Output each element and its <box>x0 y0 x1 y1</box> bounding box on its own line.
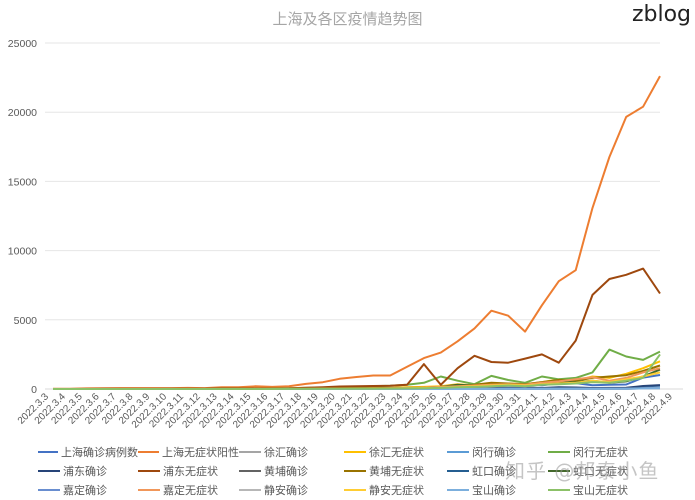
line-chart: 0 5000 10000 15000 20000 25000 2022.3.32022.3… <box>8 38 683 431</box>
legend-item: 嘉定确诊 <box>38 482 138 498</box>
legend-label: 上海无症状阳性 <box>162 446 239 459</box>
watermark: 知乎 @邦泰小鱼 <box>505 459 660 483</box>
legend-item: 宝山确诊 <box>447 482 548 498</box>
x-axis-labels: 2022.3.32022.3.42022.3.52022.3.62022.3.7… <box>16 391 675 431</box>
legend-item: 嘉定无症状 <box>138 482 239 498</box>
legend-swatch-icon <box>548 451 570 453</box>
legend-item: 徐汇无症状 <box>344 444 447 460</box>
y-tick-label: 0 <box>31 384 37 396</box>
legend-item: 徐汇确诊 <box>239 444 344 460</box>
legend-label: 闵行无症状 <box>573 446 628 459</box>
legend-label: 浦东无症状 <box>163 465 218 478</box>
y-tick-label: 10000 <box>8 246 37 258</box>
legend-label: 浦东确诊 <box>63 465 107 478</box>
legend-item: 浦东确诊 <box>38 463 138 479</box>
series-line <box>53 353 661 390</box>
gridlines <box>45 42 683 390</box>
legend-item: 上海无症状阳性 <box>138 444 239 460</box>
legend-label: 徐汇确诊 <box>264 446 308 459</box>
legend-swatch-icon <box>548 470 570 472</box>
y-tick-label: 5000 <box>14 315 38 327</box>
legend-item: 静安确诊 <box>239 482 344 498</box>
legend-label: 嘉定无症状 <box>163 484 218 497</box>
legend-item: 上海确诊病例数 <box>38 444 138 460</box>
legend-swatch-icon <box>138 470 160 472</box>
legend-item: 宝山无症状 <box>548 482 648 498</box>
legend-swatch-icon <box>239 470 261 472</box>
chart-title: 上海及各区疫情趋势图 <box>272 10 423 28</box>
y-tick-label: 25000 <box>8 38 37 50</box>
y-axis-labels: 0 5000 10000 15000 20000 25000 <box>8 38 37 396</box>
legend-label: 静安确诊 <box>264 484 308 497</box>
legend-swatch-icon <box>38 470 60 472</box>
legend-item: 虹口无症状 <box>548 463 648 479</box>
legend-swatch-icon <box>239 489 261 491</box>
legend-label: 徐汇无症状 <box>369 446 424 459</box>
legend-item: 黄埔确诊 <box>239 463 344 479</box>
legend-label: 闵行确诊 <box>472 446 516 459</box>
legend-label: 宝山无症状 <box>573 484 628 497</box>
legend-label: 静安无症状 <box>369 484 424 497</box>
y-tick-label: 15000 <box>8 176 37 188</box>
legend-item: 虹口确诊 <box>447 463 548 479</box>
y-tick-label: 20000 <box>8 107 37 119</box>
legend: 上海确诊病例数 上海无症状阳性 徐汇确诊 徐汇无症状 闵行确诊 闵行无症状浦东确诊 浦东无症… <box>38 444 678 498</box>
legend-item: 黄埔无症状 <box>344 463 447 479</box>
legend-item: 浦东无症状 <box>138 463 239 479</box>
legend-swatch-icon <box>344 489 366 491</box>
legend-swatch-icon <box>447 489 469 491</box>
legend-swatch-icon <box>548 489 570 491</box>
brand-logo: zblog <box>631 2 691 27</box>
legend-label: 黄埔无症状 <box>369 465 424 478</box>
legend-swatch-icon <box>344 470 366 472</box>
legend-label: 上海确诊病例数 <box>61 446 138 459</box>
legend-label: 嘉定确诊 <box>63 484 107 497</box>
legend-item: 闵行确诊 <box>447 444 548 460</box>
series-lines <box>53 75 661 390</box>
legend-swatch-icon <box>447 470 469 472</box>
legend-label: 宝山确诊 <box>472 484 516 497</box>
series-line <box>53 360 661 390</box>
legend-item: 静安无症状 <box>344 482 447 498</box>
legend-label: 虹口确诊 <box>472 465 516 478</box>
series-line <box>53 267 661 390</box>
legend-swatch-icon <box>38 451 58 453</box>
legend-swatch-icon <box>239 451 261 453</box>
legend-swatch-icon <box>138 451 159 453</box>
legend-label: 黄埔确诊 <box>264 465 308 478</box>
legend-swatch-icon <box>344 451 366 453</box>
legend-swatch-icon <box>138 489 160 491</box>
legend-label: 虹口无症状 <box>573 465 628 478</box>
legend-swatch-icon <box>38 489 60 491</box>
legend-item: 闵行无症状 <box>548 444 648 460</box>
legend-swatch-icon <box>447 451 469 453</box>
series-line <box>53 75 661 390</box>
